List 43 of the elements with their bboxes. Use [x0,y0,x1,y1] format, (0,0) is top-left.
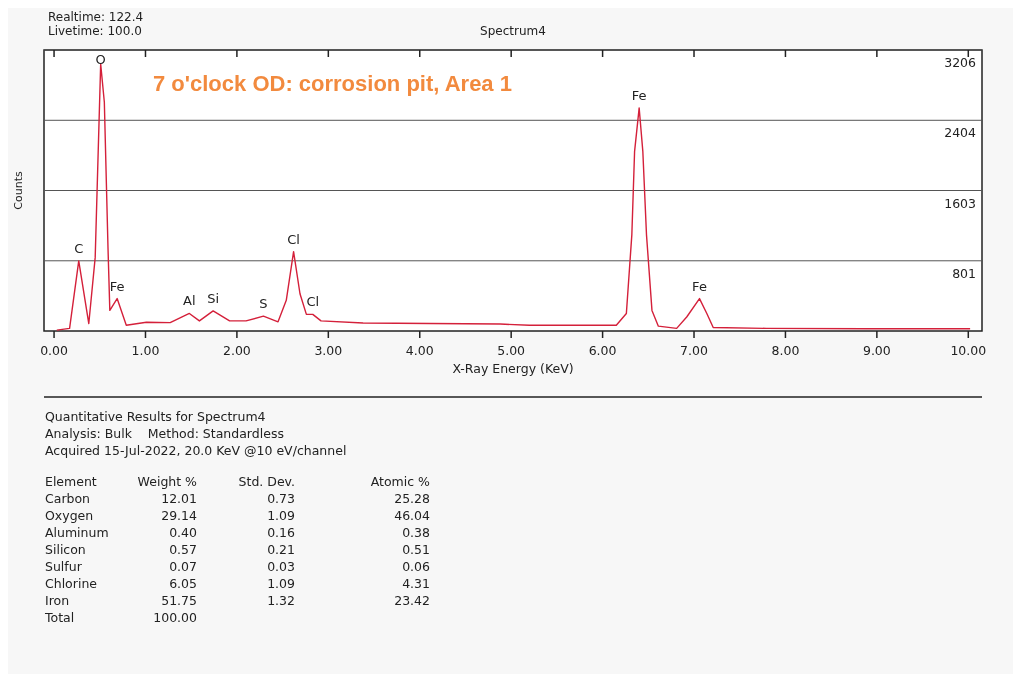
text: Realtime: 122.4 [48,10,144,24]
y-tick-label: 801 [952,265,976,281]
x-tick-label: 5.00 [497,343,526,358]
text: Total 100.00 [45,610,197,625]
y-axis-title: Counts [12,171,25,210]
x-tick-label: 2.00 [222,343,251,358]
x-axis-title: X-Ray Energy (KeV) [452,361,574,376]
annotation: Fe [109,278,125,294]
annotation: Cl [287,231,300,247]
y-tick-label: 3206 [944,55,977,70]
x-tick-label: 0.00 [40,343,69,358]
text: Chlorine 6.05 1.09 4.31 [45,576,430,591]
y-tick-label: 1603 [944,195,976,211]
annotation: Al [183,293,196,309]
x-tick-label: 8.00 [771,343,800,358]
text: Analysis: Bulk Method: Standardless [45,426,284,441]
chart-title: Spectrum4 [480,24,546,38]
annotation: O [95,52,106,67]
y-tick-label: 2404 [944,125,977,141]
annotation: Fe [631,87,647,103]
text: Aluminum 0.40 0.16 0.38 [45,525,430,540]
annotation: 7 o'clock OD: corrosion pit, Area 1 [153,71,512,96]
annotation: Cl [306,294,320,310]
x-tick-label: 10.00 [950,343,987,358]
text: Silicon 0.57 0.21 0.51 [45,542,430,557]
x-tick-label: 7.00 [680,343,708,358]
x-tick-label: 3.00 [314,343,343,358]
text: Quantitative Results for Spectrum4 [45,409,266,424]
text: Sulfur 0.07 0.03 0.06 [45,559,430,574]
annotation: Fe [692,278,707,294]
text: Iron 51.75 1.32 23.42 [45,593,430,608]
text: Acquired 15-Jul-2022, 20.0 KeV @10 eV/channel [45,443,347,458]
text: Livetime: 100.0 [48,24,142,38]
text: Carbon 12.01 0.73 25.28 [45,491,430,506]
annotation: S [259,296,268,312]
x-tick-label: 9.00 [862,343,891,358]
annotation: Si [207,290,220,306]
x-tick-label: 1.00 [131,343,160,358]
x-tick-label: 6.00 [588,343,617,358]
x-tick-label: 4.00 [405,343,434,358]
text: Element Weight % Std. Dev. Atomic % [45,474,430,489]
text: Oxygen 29.14 1.09 46.04 [45,508,430,523]
annotation: C [74,240,84,256]
